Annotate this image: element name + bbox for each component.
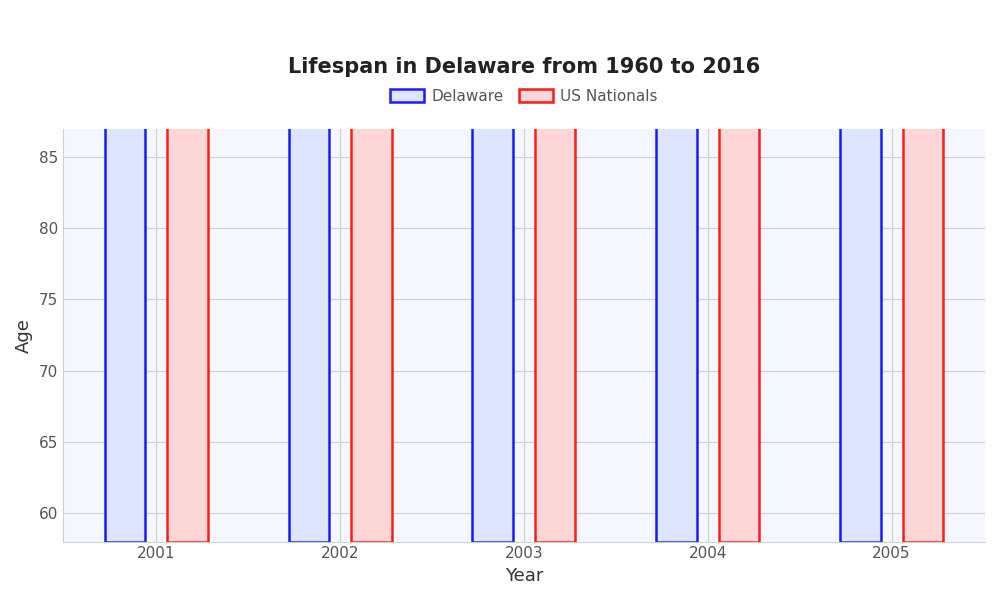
Bar xyxy=(472,0,513,542)
Bar xyxy=(840,0,881,542)
Bar xyxy=(535,0,575,542)
Legend: Delaware, US Nationals: Delaware, US Nationals xyxy=(384,83,664,110)
Title: Lifespan in Delaware from 1960 to 2016: Lifespan in Delaware from 1960 to 2016 xyxy=(288,57,760,77)
Bar xyxy=(719,0,759,542)
Bar xyxy=(289,0,329,542)
Bar xyxy=(656,0,697,542)
Bar xyxy=(105,0,145,542)
X-axis label: Year: Year xyxy=(505,567,543,585)
Bar xyxy=(167,0,208,542)
Y-axis label: Age: Age xyxy=(15,317,33,353)
Bar xyxy=(351,0,392,542)
Bar xyxy=(903,0,943,542)
